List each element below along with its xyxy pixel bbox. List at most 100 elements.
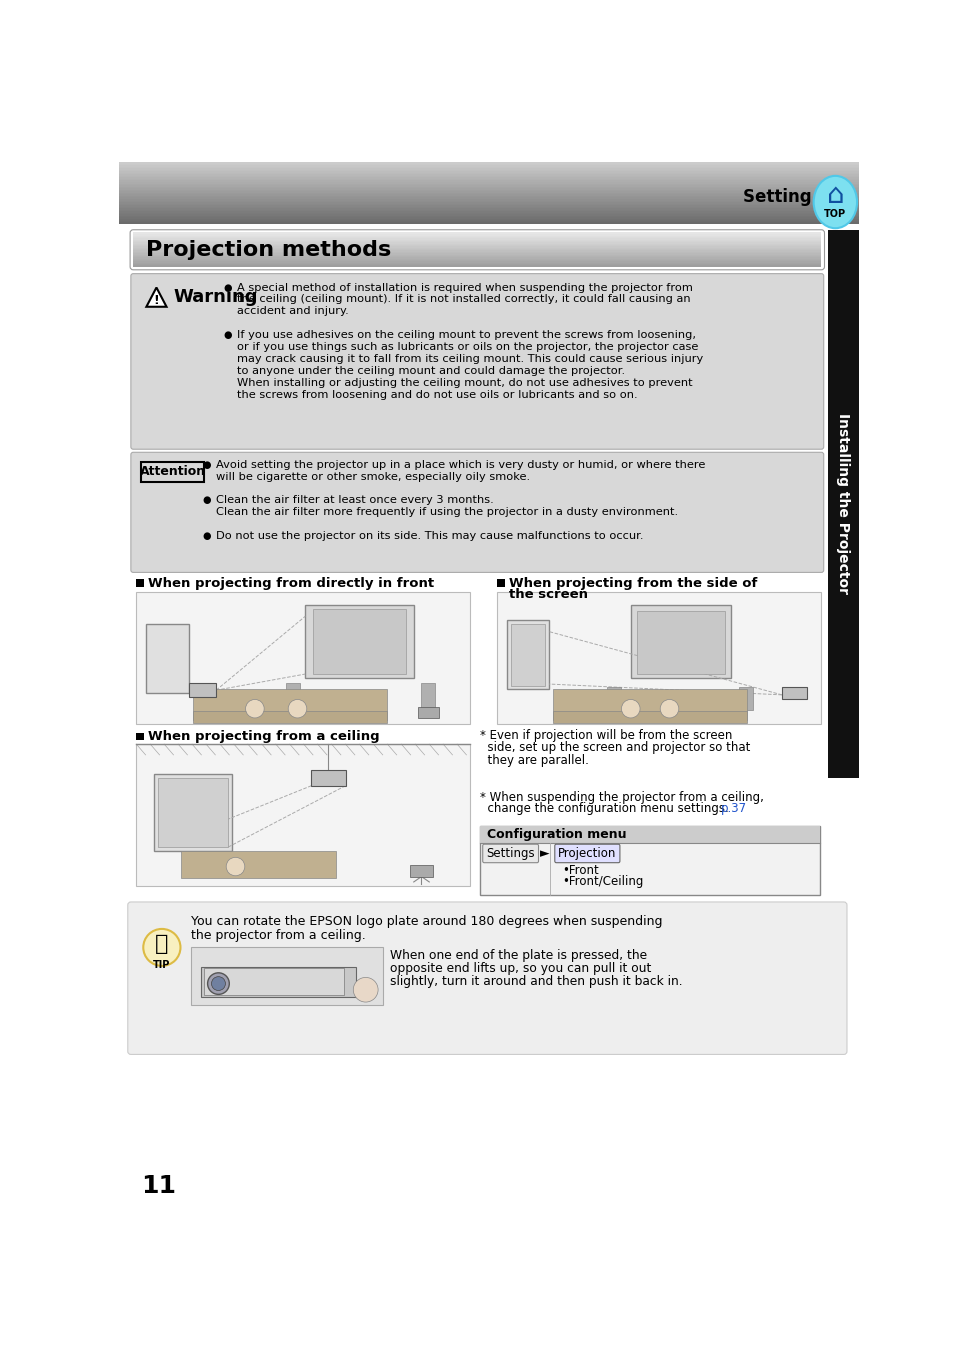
Text: ●: ● bbox=[202, 495, 211, 505]
Text: When projecting from a ceiling: When projecting from a ceiling bbox=[148, 730, 379, 742]
Bar bbox=[136, 591, 469, 724]
Bar bbox=[630, 605, 731, 678]
Circle shape bbox=[212, 976, 225, 991]
FancyBboxPatch shape bbox=[131, 274, 822, 450]
Bar bbox=[637, 612, 724, 674]
Text: When installing or adjusting the ceiling mount, do not use adhesives to prevent: When installing or adjusting the ceiling… bbox=[236, 378, 692, 387]
Bar bbox=[119, 216, 858, 217]
Bar bbox=[133, 256, 821, 259]
Text: Setting up: Setting up bbox=[742, 188, 841, 205]
Bar bbox=[119, 163, 858, 165]
Text: •Front/Ceiling: •Front/Ceiling bbox=[561, 875, 642, 888]
Bar bbox=[119, 207, 858, 208]
Bar bbox=[119, 165, 858, 166]
Bar bbox=[119, 182, 858, 184]
Circle shape bbox=[208, 973, 229, 995]
Bar bbox=[119, 174, 858, 176]
Bar bbox=[119, 166, 858, 169]
Bar bbox=[313, 609, 406, 674]
Bar bbox=[119, 220, 858, 221]
Bar bbox=[133, 254, 821, 256]
Bar bbox=[133, 262, 821, 265]
Text: may crack causing it to fall from its ceiling mount. This could cause serious in: may crack causing it to fall from its ce… bbox=[236, 354, 702, 364]
Bar bbox=[311, 771, 345, 786]
Text: TOP: TOP bbox=[823, 209, 845, 219]
Bar bbox=[133, 240, 821, 243]
Text: they are parallel.: they are parallel. bbox=[480, 753, 589, 767]
Text: the screws from loosening and do not use oils or lubricants and so on.: the screws from loosening and do not use… bbox=[236, 390, 637, 400]
Bar bbox=[286, 683, 299, 710]
Text: the projector from a ceiling.: the projector from a ceiling. bbox=[192, 929, 366, 941]
Bar bbox=[553, 690, 746, 721]
Circle shape bbox=[288, 699, 307, 718]
Text: ►: ► bbox=[539, 846, 549, 860]
Bar bbox=[119, 208, 858, 209]
Bar bbox=[133, 255, 821, 258]
Bar bbox=[133, 263, 821, 266]
FancyBboxPatch shape bbox=[131, 452, 822, 572]
Circle shape bbox=[659, 699, 679, 718]
Polygon shape bbox=[146, 288, 167, 306]
Bar bbox=[119, 197, 858, 198]
Ellipse shape bbox=[813, 176, 856, 228]
Bar bbox=[119, 198, 858, 201]
Bar bbox=[119, 186, 858, 188]
Bar bbox=[133, 232, 821, 234]
Circle shape bbox=[245, 699, 264, 718]
Bar bbox=[119, 178, 858, 181]
Bar bbox=[119, 180, 858, 182]
Text: Projection: Projection bbox=[558, 846, 616, 860]
Bar bbox=[506, 620, 549, 690]
Bar bbox=[305, 605, 414, 678]
Bar bbox=[181, 850, 335, 878]
Bar bbox=[119, 177, 858, 180]
Bar bbox=[119, 169, 858, 171]
Bar bbox=[133, 265, 821, 267]
Bar bbox=[133, 250, 821, 252]
Text: p.37: p.37 bbox=[720, 802, 746, 815]
Bar bbox=[119, 190, 858, 193]
Text: Settings: Settings bbox=[486, 846, 535, 860]
Bar bbox=[119, 204, 858, 205]
Bar bbox=[119, 221, 858, 224]
Bar bbox=[607, 687, 620, 710]
Bar bbox=[497, 591, 820, 724]
Bar bbox=[739, 687, 753, 710]
Bar bbox=[827, 230, 858, 778]
Bar bbox=[136, 744, 469, 886]
Bar bbox=[119, 194, 858, 196]
Bar bbox=[497, 579, 505, 587]
Bar bbox=[119, 185, 858, 186]
Bar bbox=[133, 261, 821, 263]
Text: ●: ● bbox=[202, 459, 211, 470]
Bar bbox=[136, 579, 144, 587]
Bar bbox=[136, 733, 144, 740]
Bar bbox=[119, 167, 858, 170]
Text: Clean the air filter at least once every 3 months.: Clean the air filter at least once every… bbox=[216, 495, 494, 505]
Circle shape bbox=[353, 977, 377, 1002]
Bar bbox=[119, 200, 858, 202]
Bar bbox=[510, 624, 545, 686]
FancyBboxPatch shape bbox=[128, 902, 846, 1054]
Bar bbox=[119, 171, 858, 173]
Bar bbox=[154, 774, 232, 850]
Bar bbox=[133, 235, 821, 236]
Text: When one end of the plate is pressed, the: When one end of the plate is pressed, th… bbox=[390, 949, 647, 961]
Text: ●: ● bbox=[223, 331, 232, 340]
Circle shape bbox=[226, 857, 245, 876]
Bar bbox=[119, 215, 858, 216]
Bar bbox=[133, 239, 821, 240]
Bar bbox=[119, 184, 858, 185]
FancyBboxPatch shape bbox=[555, 844, 619, 863]
Bar bbox=[480, 826, 819, 895]
Text: slightly, turn it around and then push it back in.: slightly, turn it around and then push i… bbox=[390, 975, 682, 988]
Bar bbox=[119, 176, 858, 177]
Text: If you use adhesives on the ceiling mount to prevent the screws from loosening,: If you use adhesives on the ceiling moun… bbox=[236, 331, 696, 340]
Text: ●: ● bbox=[202, 531, 211, 541]
Bar bbox=[119, 219, 858, 220]
Bar bbox=[119, 212, 858, 215]
Text: Projection methods: Projection methods bbox=[146, 240, 391, 259]
Bar bbox=[417, 707, 439, 718]
Bar bbox=[119, 209, 858, 212]
Text: Do not use the projector on its side. This may cause malfunctions to occur.: Do not use the projector on its side. Th… bbox=[216, 531, 643, 541]
